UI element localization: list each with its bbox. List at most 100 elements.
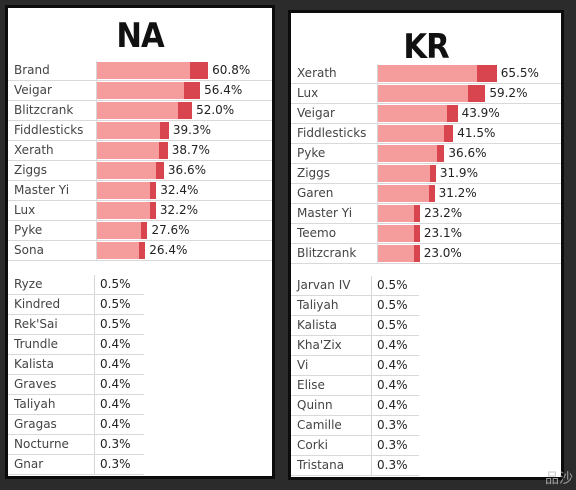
bar-end-segment — [414, 205, 421, 222]
column-divider — [96, 101, 97, 120]
bar-end-segment — [156, 162, 164, 179]
bar-end-segment — [476, 65, 497, 82]
column-divider — [377, 224, 378, 243]
bar-row: Pyke 36.6% — [291, 144, 561, 164]
bar-end-segment — [160, 122, 169, 139]
bar-row: Veigar 56.4% — [8, 81, 272, 101]
table-row: Rek'Sai 0.5% — [8, 315, 144, 335]
bar-value-label: 32.4% — [160, 183, 199, 197]
bar-row: Ziggs 31.9% — [291, 164, 561, 184]
bar-label: Sona — [14, 243, 44, 257]
bar-end-segment — [413, 245, 420, 262]
column-divider — [377, 204, 378, 223]
bar-fill — [378, 85, 486, 102]
bar-value-label: 60.8% — [212, 63, 251, 77]
bar — [97, 102, 193, 119]
bar-fill — [97, 182, 157, 199]
table-name: Graves — [14, 377, 57, 391]
bar-end-segment — [446, 105, 458, 122]
column-divider — [377, 184, 378, 203]
table-row: Taliyah 0.4% — [8, 395, 144, 415]
table-name: Trundle — [14, 337, 59, 351]
bar-label: Pyke — [297, 146, 326, 160]
bar-fill — [378, 165, 436, 182]
table-value: 0.4% — [100, 357, 131, 371]
bar-row: Master Yi 32.4% — [8, 181, 272, 201]
bar-label: Blitzcrank — [14, 103, 74, 117]
table-value: 0.5% — [377, 298, 408, 312]
kr-panel: KR Xerath 65.5% Lux 59.2% Veigar 43.9% Fiddles… — [288, 10, 564, 480]
bar-value-label: 32.2% — [159, 203, 198, 217]
table-name: Corki — [297, 438, 328, 452]
table-value: 0.4% — [100, 397, 131, 411]
bar-label: Veigar — [297, 106, 335, 120]
bar-fill — [378, 145, 445, 162]
bar-row: Blitzcrank 52.0% — [8, 101, 272, 121]
bar — [97, 182, 157, 199]
bar-end-segment — [189, 62, 209, 79]
bar-value-label: 38.7% — [171, 143, 210, 157]
bar — [378, 165, 436, 182]
bar-value-label: 26.4% — [149, 243, 188, 257]
column-divider — [96, 241, 97, 260]
bar — [378, 145, 445, 162]
bar-row: Garen 31.2% — [291, 184, 561, 204]
bar-row: Lux 32.2% — [8, 201, 272, 221]
table-row: Taliyah 0.5% — [291, 296, 419, 316]
bar-fill — [97, 102, 193, 119]
bar-fill — [97, 122, 169, 139]
bar-row: Master Yi 23.2% — [291, 204, 561, 224]
column-divider — [94, 435, 95, 454]
table-row: Graves 0.4% — [8, 375, 144, 395]
bar-label: Ziggs — [297, 166, 331, 180]
bar-end-segment — [183, 82, 201, 99]
bar-end-segment — [413, 225, 420, 242]
bar-row: Lux 59.2% — [291, 84, 561, 104]
table-name: Kalista — [14, 357, 54, 371]
bar — [378, 205, 421, 222]
table-name: Gnar — [14, 457, 44, 471]
bar-row: Teemo 23.1% — [291, 224, 561, 244]
column-divider — [94, 275, 95, 294]
table-value: 0.5% — [100, 277, 131, 291]
bar — [97, 142, 168, 159]
bar-value-label: 36.6% — [448, 146, 487, 160]
table-value: 0.5% — [100, 297, 131, 311]
bar-row: Fiddlesticks 39.3% — [8, 121, 272, 141]
bar-end-segment — [150, 182, 157, 199]
table-value: 0.3% — [100, 457, 131, 471]
table-name: Elise — [297, 378, 325, 392]
column-divider — [96, 221, 97, 240]
bar-label: Master Yi — [297, 206, 353, 220]
column-divider — [94, 295, 95, 314]
table-row: Kha'Zix 0.4% — [291, 336, 419, 356]
bar-value-label: 23.0% — [423, 246, 462, 260]
bar-label: Garen — [297, 186, 334, 200]
table-value: 0.5% — [377, 278, 408, 292]
bar-row: Xerath 38.7% — [8, 141, 272, 161]
table-row: Vi 0.4% — [291, 356, 419, 376]
column-divider — [94, 355, 95, 374]
kr-title: KR — [403, 27, 449, 67]
bar — [378, 85, 486, 102]
bar-fill — [378, 245, 420, 262]
column-divider — [96, 181, 97, 200]
table-value: 0.4% — [377, 378, 408, 392]
bar — [378, 125, 454, 142]
bar-value-label: 39.3% — [172, 123, 211, 137]
bar — [378, 105, 458, 122]
bar-label: Xerath — [297, 66, 337, 80]
column-divider — [377, 124, 378, 143]
table-row: Trundle 0.4% — [8, 335, 144, 355]
table-name: Nocturne — [14, 437, 69, 451]
column-divider — [96, 81, 97, 100]
table-value: 0.4% — [100, 377, 131, 391]
table-row: Kindred 0.5% — [8, 295, 144, 315]
bar — [97, 82, 201, 99]
table-row: Tristana 0.3% — [291, 456, 419, 476]
bar-label: Fiddlesticks — [14, 123, 84, 137]
bar-row: Ziggs 36.6% — [8, 161, 272, 181]
table-name: Quinn — [297, 398, 333, 412]
column-divider — [94, 315, 95, 334]
bar-row: Pyke 27.6% — [8, 221, 272, 241]
